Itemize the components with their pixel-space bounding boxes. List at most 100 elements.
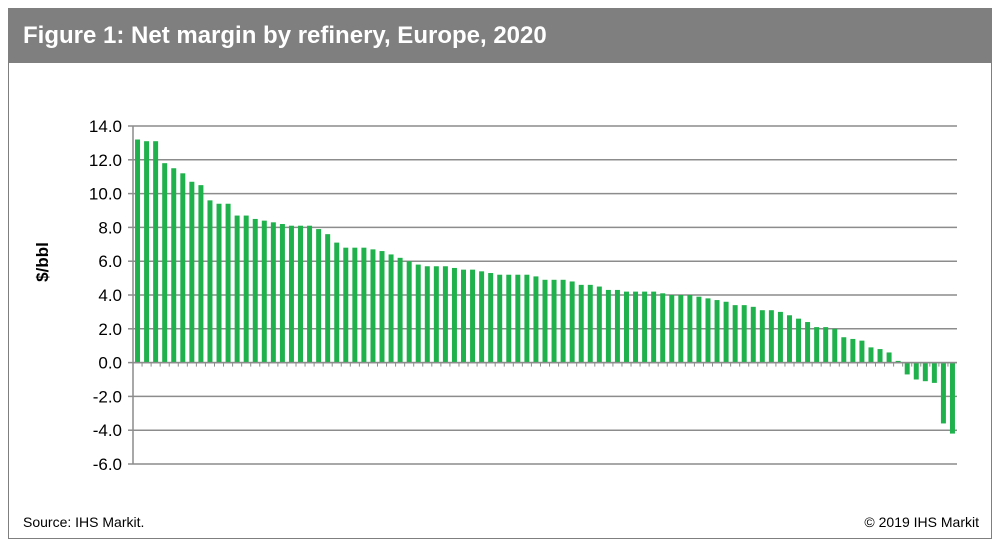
bar (334, 242, 340, 363)
y-tick-label: 10.0 (89, 185, 122, 204)
bar (497, 274, 503, 363)
bar (931, 362, 937, 383)
bar (859, 340, 865, 363)
y-tick-label: 8.0 (98, 218, 122, 237)
y-tick-label: 2.0 (98, 320, 122, 339)
y-tick-label: 6.0 (98, 252, 122, 271)
bar (723, 301, 729, 363)
bar (144, 141, 150, 363)
bar (307, 225, 313, 363)
bar (949, 362, 955, 434)
bar (841, 337, 847, 363)
bar (288, 225, 294, 363)
bar (198, 185, 204, 363)
bar (524, 274, 530, 363)
bar (660, 293, 666, 363)
bar (451, 267, 457, 363)
bar (461, 269, 466, 363)
bar (135, 139, 141, 363)
bar (642, 291, 648, 363)
bar (506, 274, 512, 363)
bar (488, 273, 494, 363)
bar (687, 295, 693, 363)
bar (424, 266, 430, 363)
bar (868, 347, 874, 363)
bar (415, 264, 421, 363)
bar (479, 271, 485, 363)
bar (261, 220, 267, 363)
y-tick-label: 14.0 (89, 117, 122, 136)
bar (895, 360, 901, 363)
bar (705, 298, 711, 363)
bar (406, 261, 412, 363)
bar (578, 284, 584, 363)
bar (207, 200, 213, 363)
axes (128, 125, 957, 465)
bar (714, 300, 720, 363)
bar (189, 181, 195, 363)
bar (533, 276, 539, 363)
bar (786, 315, 792, 363)
bar (234, 215, 240, 363)
bar (913, 362, 919, 380)
bar (343, 247, 349, 363)
bar (171, 168, 177, 363)
bar (587, 284, 593, 363)
title-bar: Figure 1: Net margin by refinery, Europe… (9, 9, 991, 63)
bar (814, 327, 820, 363)
figure-title: Figure 1: Net margin by refinery, Europe… (23, 22, 547, 49)
bar (252, 218, 258, 363)
bar (904, 362, 910, 375)
y-tick-label: 12.0 (89, 151, 122, 170)
bar (759, 310, 765, 363)
bar (243, 215, 249, 363)
bar (805, 322, 811, 363)
bar (877, 349, 883, 363)
y-tick-label: -6.0 (93, 455, 122, 474)
bar (696, 296, 702, 363)
y-tick-label: -4.0 (93, 421, 122, 440)
bar (379, 251, 385, 363)
bar (651, 291, 657, 363)
bar (832, 328, 838, 363)
bar (823, 327, 829, 363)
bar (796, 318, 802, 363)
bar (596, 286, 602, 363)
y-tick-label: 4.0 (98, 286, 122, 305)
bar (542, 279, 548, 363)
bar (768, 310, 774, 363)
y-tick-label: 0.0 (98, 354, 122, 373)
bar (560, 279, 566, 363)
bar (777, 311, 783, 363)
bar (361, 247, 367, 363)
bar (750, 306, 756, 363)
bar (397, 257, 403, 363)
bar (316, 229, 322, 363)
bar (732, 305, 738, 363)
bar (325, 234, 331, 363)
bar (886, 352, 892, 363)
bar (442, 266, 448, 363)
bar (270, 222, 276, 363)
y-axis-title: $/bbl (33, 242, 52, 282)
bar (605, 289, 611, 363)
bar (352, 247, 358, 363)
bar (614, 289, 620, 363)
bar (225, 203, 231, 363)
bar (624, 291, 629, 363)
bar (741, 305, 747, 363)
bar (370, 249, 376, 363)
bar (298, 225, 304, 363)
bar (569, 281, 575, 363)
bar (678, 295, 684, 363)
source-note: Source: IHS Markit. (23, 514, 145, 530)
bar (515, 274, 521, 363)
bar (940, 362, 946, 424)
bar (279, 224, 285, 363)
bar (470, 269, 476, 363)
bar (633, 291, 639, 363)
y-tick-labels: 14.0 12.0 10.0 8.0 6.0 4.0 2.0 0.0 -2.0 -4.0 -6.0 (89, 117, 122, 474)
bar (850, 338, 856, 363)
bar (162, 163, 168, 363)
